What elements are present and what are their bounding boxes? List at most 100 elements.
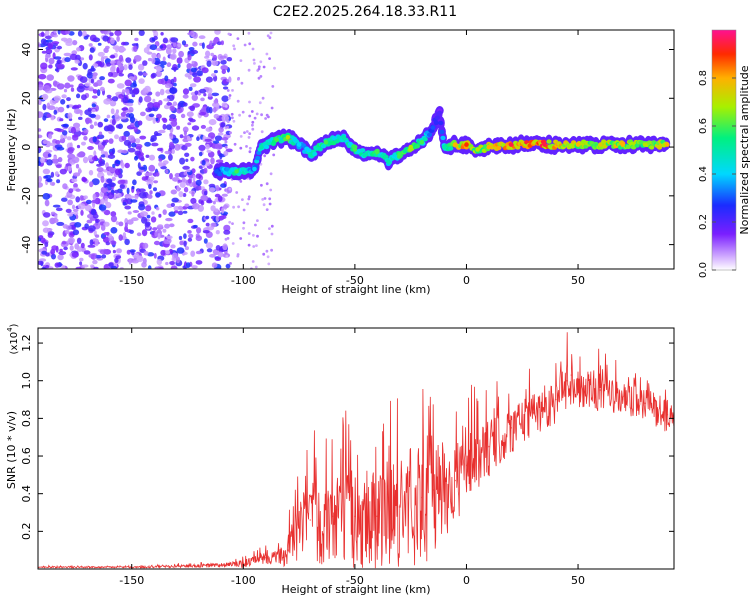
sparse-noise bbox=[257, 65, 261, 69]
sparse-noise bbox=[272, 153, 276, 157]
noise-blob bbox=[38, 84, 45, 91]
colorbar-tick-label: 0.8 bbox=[698, 70, 709, 86]
noise-blob bbox=[111, 147, 116, 155]
trace-point bbox=[341, 135, 347, 140]
noise-blob bbox=[50, 116, 55, 121]
noise-blob bbox=[46, 113, 52, 118]
snr-frame bbox=[37, 327, 675, 570]
colorbar-gradient bbox=[711, 29, 737, 271]
noise-blob bbox=[128, 76, 135, 80]
noise-blob bbox=[114, 112, 119, 118]
top-x-tick-label: -100 bbox=[231, 274, 256, 287]
noise-blob bbox=[134, 155, 138, 161]
noise-blob bbox=[60, 134, 64, 140]
noise-blob bbox=[158, 213, 162, 218]
noise-blob bbox=[184, 152, 190, 157]
noise-blob bbox=[214, 135, 223, 141]
noise-blob bbox=[169, 223, 175, 228]
trace-point bbox=[441, 144, 447, 150]
noise-blob bbox=[43, 85, 51, 92]
noise-blob bbox=[220, 183, 227, 188]
noise-blob bbox=[140, 211, 148, 217]
noise-blob bbox=[170, 244, 176, 249]
noise-blob bbox=[138, 30, 145, 36]
y-multiplier-base: (x10 bbox=[9, 332, 20, 355]
snr-point bbox=[666, 413, 669, 416]
noise-blob bbox=[201, 67, 209, 74]
sparse-noise bbox=[245, 130, 249, 133]
noise-blob bbox=[57, 63, 65, 69]
noise-blob bbox=[72, 40, 78, 46]
sparse-noise bbox=[262, 65, 266, 69]
noise-blob bbox=[138, 96, 143, 103]
snr-point bbox=[376, 515, 379, 518]
noise-blob bbox=[91, 95, 98, 99]
noise-blob bbox=[162, 37, 168, 44]
noise-blob bbox=[107, 192, 115, 200]
noise-blob bbox=[213, 113, 220, 119]
noise-blob bbox=[110, 240, 117, 245]
noise-blob bbox=[77, 203, 86, 210]
snr-point bbox=[331, 515, 334, 518]
noise-blob bbox=[134, 194, 139, 200]
sparse-noise bbox=[257, 67, 261, 71]
sparse-noise bbox=[268, 227, 271, 231]
noise-blob bbox=[70, 126, 76, 134]
noise-blob bbox=[184, 73, 191, 78]
noise-blob bbox=[103, 118, 109, 123]
trace-core-blob bbox=[217, 171, 223, 177]
noise-blob bbox=[200, 186, 205, 190]
noise-blob bbox=[134, 37, 139, 42]
noise-blob bbox=[157, 53, 161, 60]
noise-blob bbox=[205, 127, 213, 132]
noise-blob bbox=[111, 118, 116, 126]
noise-blob bbox=[143, 47, 150, 54]
sparse-noise bbox=[247, 195, 251, 199]
noise-blob bbox=[49, 181, 56, 186]
noise-blob bbox=[195, 250, 202, 255]
noise-blob bbox=[182, 102, 188, 107]
noise-blob bbox=[72, 134, 78, 138]
noise-blob bbox=[178, 191, 184, 198]
noise-blob bbox=[191, 202, 200, 210]
noise-blob bbox=[155, 172, 160, 177]
noise-blob bbox=[128, 106, 134, 113]
noise-blob bbox=[165, 261, 169, 266]
noise-blob bbox=[204, 190, 208, 196]
noise-blob bbox=[106, 114, 111, 119]
noise-blob bbox=[225, 263, 231, 269]
noise-blob bbox=[47, 153, 52, 158]
sparse-noise bbox=[260, 113, 263, 117]
noise-blob bbox=[159, 45, 163, 49]
chart-title: C2E2.2025.264.18.33.R11 bbox=[273, 4, 457, 20]
sparse-noise bbox=[236, 99, 240, 103]
noise-blob bbox=[122, 201, 127, 206]
noise-blob bbox=[88, 86, 94, 92]
sparse-noise bbox=[248, 114, 252, 118]
noise-blob bbox=[38, 43, 41, 48]
noise-blob bbox=[196, 136, 200, 141]
noise-blob bbox=[200, 195, 209, 202]
trace-core-blob bbox=[414, 144, 420, 149]
noise-blob bbox=[136, 171, 142, 177]
trace-core-blob bbox=[546, 139, 552, 144]
noise-blob bbox=[98, 131, 103, 136]
trace-core-blob bbox=[306, 148, 312, 153]
noise-blob bbox=[73, 122, 81, 128]
noise-blob bbox=[95, 254, 102, 259]
noise-blob bbox=[134, 150, 141, 156]
sparse-noise bbox=[238, 113, 242, 117]
noise-blob bbox=[40, 157, 45, 164]
noise-blob bbox=[40, 38, 47, 45]
sparse-noise bbox=[231, 89, 234, 92]
noise-blob bbox=[149, 154, 155, 161]
noise-blob bbox=[51, 158, 60, 164]
sparse-noise bbox=[266, 255, 270, 259]
noise-blob bbox=[192, 72, 198, 78]
noise-blob bbox=[176, 57, 183, 64]
noise-blob bbox=[177, 43, 182, 48]
noise-blob bbox=[171, 197, 179, 203]
noise-blob bbox=[152, 227, 158, 231]
noise-blob bbox=[42, 103, 47, 111]
noise-blob bbox=[65, 41, 73, 46]
